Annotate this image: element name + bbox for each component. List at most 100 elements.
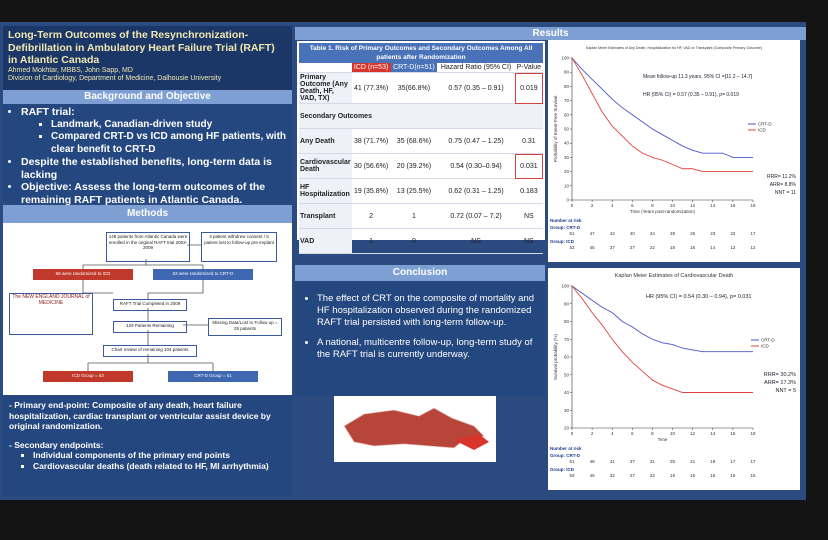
table-caption: Table 1. Risk of Primary Outcomes and Se… [299,43,543,63]
at-risk-count: 40 [630,231,636,236]
y-tick-label: 90 [564,70,570,75]
y-tick-label: 10 [564,183,570,188]
x-tick-label: 8 [651,203,654,208]
x-tick-label: 16 [730,203,736,208]
y-tick-label: 40 [564,141,570,146]
x-axis-label: Time (Years post-randomization) [630,209,695,214]
x-tick-label: 4 [611,203,614,208]
survival-curve [571,285,753,353]
table-cell: 0.72 (0.07 – 7.2) [437,203,515,229]
survival-curve [571,57,753,158]
sub-list: Individual components of the primary end… [9,450,286,471]
section-heading: Background and Objective [3,90,292,104]
at-risk-count: 32 [610,473,616,478]
flow-box: CRT-D Group = 51 [168,371,258,382]
x-tick-label: 4 [611,431,614,436]
y-tick-label: 50 [564,127,570,132]
at-risk-count: 21 [690,459,696,464]
y-tick-label: 30 [564,408,570,413]
table-cell: 38 (71.7%) [351,128,391,154]
at-risk-count: 17 [730,459,736,464]
y-tick-label: 40 [564,390,570,395]
at-risk-count: 16 [750,473,756,478]
authors: Ahmed Mokhtar, MBBS, John Sapp, MD [8,66,133,74]
y-tick-label: 60 [564,112,570,117]
table-cell: Transplant [299,203,352,229]
table-cell: 35(66.8%) [390,72,438,104]
primary-endpoint: - Primary end-point: Composite of any de… [9,400,271,431]
at-risk-count: 17 [750,231,756,236]
x-tick-label: 10 [670,431,676,436]
y-tick-label: 30 [564,155,570,160]
bullet: RAFT trial: Landmark, Canadian-driven st… [21,106,288,156]
table-row: VAD 1 0 NS NS [299,228,543,254]
at-risk-count: 37 [610,245,616,250]
at-risk-count: 45 [590,245,596,250]
journal-thumbnail: The NEW ENGLAND JOURNAL of MEDICINE [9,293,93,335]
legend-label: ICD [761,344,770,349]
km-chart: Kaplan Meier Estimates of Cardiovascular… [550,273,796,478]
at-risk-count: 41 [610,459,616,464]
sub-bullet: Compared CRT-D vs ICD among HF patients,… [51,131,288,156]
x-tick-label: 14 [710,203,716,208]
affiliation: Division of Cardiology, Department of Me… [8,74,222,82]
annotation: Mean follow-up 11.3 years, 95% CI =[11.2… [643,74,753,80]
at-risk-count: 22 [650,245,656,250]
table-cell: Secondary Outcomes [299,103,543,129]
chart-title: Kaplan Meier Estimates of Cardiovascular… [615,273,734,279]
table-cell: 30 (56.6%) [351,153,391,179]
x-tick-label: 2 [591,431,594,436]
at-risk-count: 16 [710,473,716,478]
at-risk-group: Group: ICD [550,467,575,472]
table-cell: 41 (77.3%) [351,72,391,104]
table-row: Any Death 38 (71.7%) 35 (68.6%) 0.75 (0.47 … [299,128,543,154]
table-cell: 13 (25.5%) [390,178,438,204]
at-risk-count: 46 [590,473,596,478]
table-cell: 0.57 (0.35 – 0.91) [437,72,515,104]
y-tick-label: 20 [564,426,570,431]
annotation: ARR= 17.3% [764,380,796,386]
sub-bullet: Landmark, Canadian-driven study [51,119,288,132]
table-cell: Primary Outcome (Any Death, HF, VAD, TX) [299,72,352,104]
table-cell: 0.31 [514,128,543,154]
legend-label: CRT-D [758,122,772,127]
header-cell: ICD (n=53) [351,63,391,73]
x-tick-label: 12 [690,203,696,208]
at-risk-count: 19 [670,473,676,478]
header-cell: Hazard Ratio (95% CI) [437,63,515,73]
at-risk-count: 51 [569,231,575,236]
y-tick-label: 100 [561,284,569,289]
x-tick-label: 6 [631,203,634,208]
flow-box: 3 patient withdrew consent / 5 patient l… [201,232,277,262]
table-cell: 35 (68.6%) [390,128,438,154]
flow-arrows [82,244,214,371]
endpoints-panel: - Primary end-point: Composite of any de… [3,396,292,496]
at-risk-count: 18 [670,245,676,250]
y-tick-label: 50 [564,372,570,377]
table-cell: 19 (35.8%) [351,178,391,204]
table-cell: 0.62 (0.31 – 1.25) [437,178,515,204]
table-cell: 0.019 [514,72,543,104]
at-risk-label: Number at risk [550,218,582,223]
survival-curve [571,57,753,173]
header-cell [299,63,352,73]
flow-box: 129 Patients Remaining [113,321,187,333]
canada-map [343,407,489,450]
x-tick-label: 0 [571,431,574,436]
y-axis-label: Probability of Event-Free Survival [553,96,558,163]
y-tick-label: 80 [564,84,570,89]
at-risk-count: 53 [569,473,575,478]
bullet: Objective: Assess the long-term outcomes… [21,181,288,206]
bullet-text: RAFT trial: [21,106,75,118]
table-cell: NS [437,228,515,254]
header-cell: P-Value [514,63,543,73]
y-tick-label: 100 [561,56,569,61]
annotation: NNT = 11 [775,190,796,196]
x-tick-label: 0 [571,203,574,208]
at-risk-count: 28 [670,231,676,236]
at-risk-group: Group: ICD [550,239,575,244]
at-risk-count: 16 [730,473,736,478]
table-cell: 2 [351,203,391,229]
annotation: RRR= 30.2% [764,372,796,378]
legend-label: ICD [758,128,767,133]
